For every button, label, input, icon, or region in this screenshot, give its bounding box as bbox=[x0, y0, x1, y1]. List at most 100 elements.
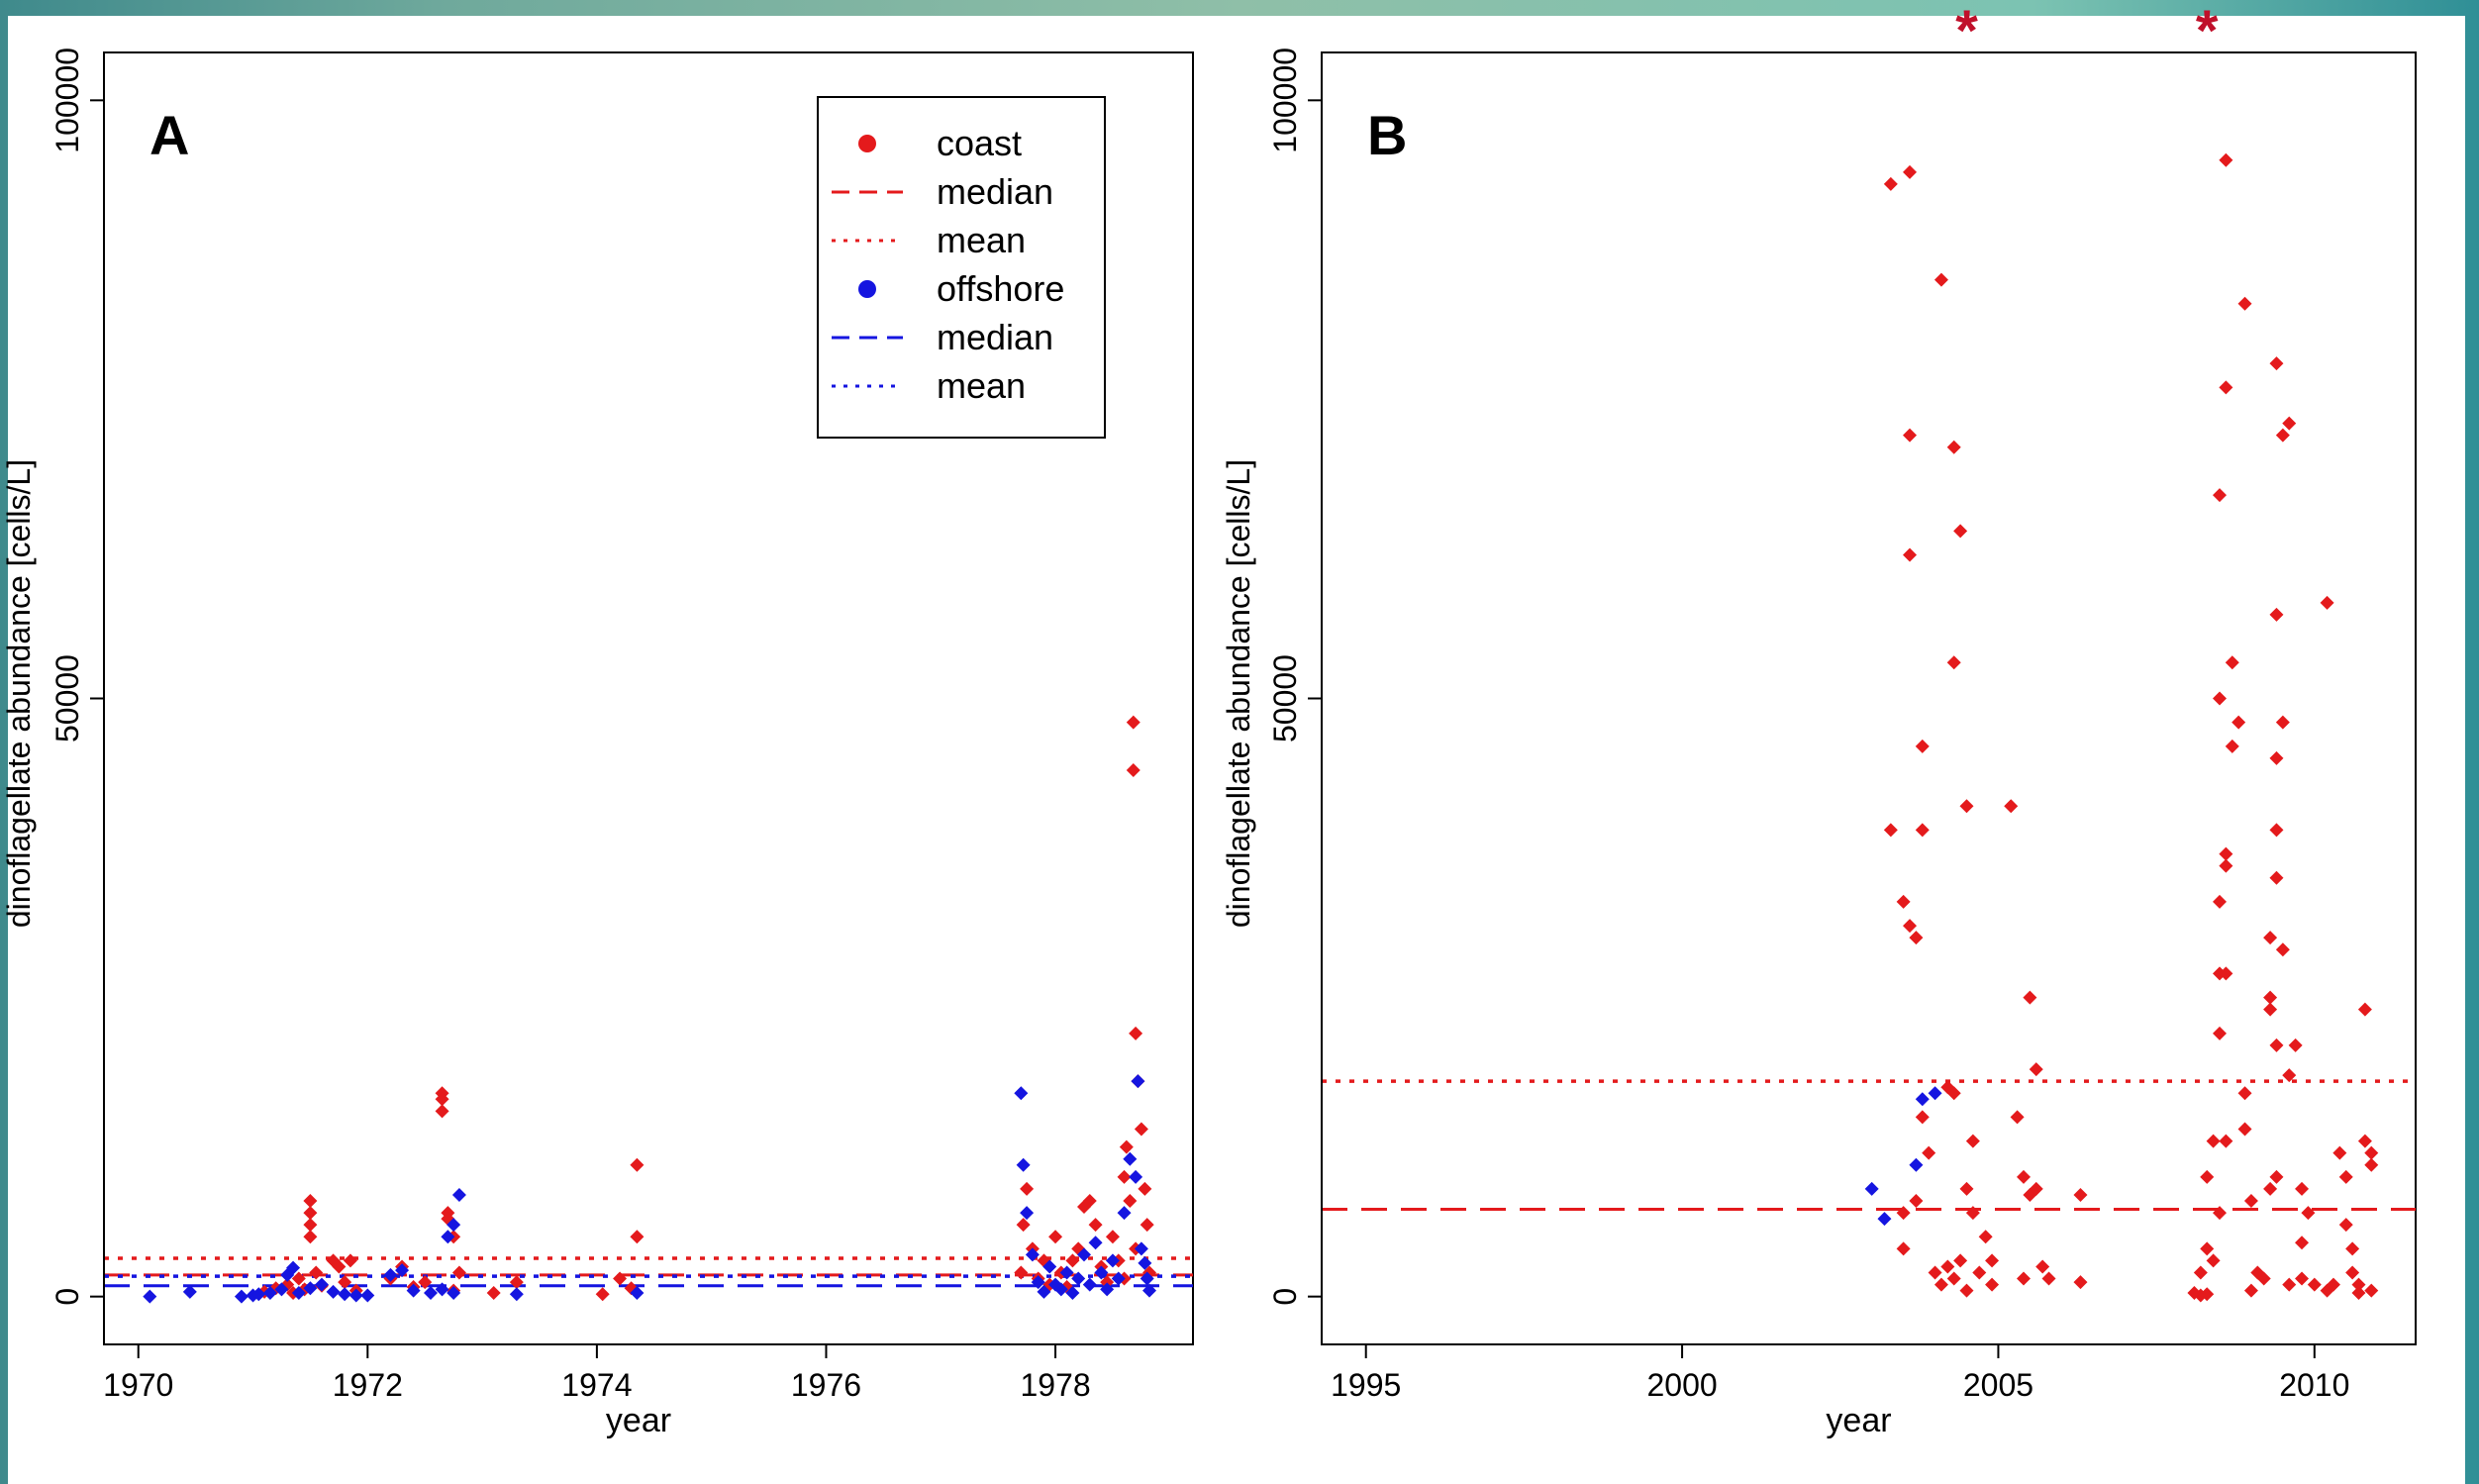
coast-point bbox=[2295, 1236, 2310, 1250]
offshore-point bbox=[1864, 1181, 1879, 1196]
offshore-point bbox=[1111, 1271, 1126, 1286]
coast-point bbox=[451, 1265, 466, 1280]
offshore-point bbox=[1928, 1086, 1942, 1101]
coast-point bbox=[2345, 1241, 2360, 1256]
y-tick-label: 50000 bbox=[1267, 654, 1303, 742]
coast-point bbox=[1903, 428, 1918, 443]
offshore-point bbox=[424, 1286, 438, 1301]
coast-point bbox=[1909, 931, 1924, 945]
coast-point bbox=[2307, 1277, 2322, 1292]
coast-point bbox=[2200, 1169, 2215, 1184]
coast-point bbox=[2263, 990, 2278, 1005]
coast-point bbox=[1928, 1265, 1942, 1280]
coast-point bbox=[291, 1271, 306, 1286]
offshore-point bbox=[251, 1287, 266, 1302]
coast-point bbox=[1946, 1086, 1961, 1101]
x-tick-label: 1976 bbox=[791, 1367, 861, 1403]
coast-point bbox=[2295, 1181, 2310, 1196]
coast-point bbox=[1016, 1218, 1031, 1233]
offshore-point bbox=[1105, 1253, 1120, 1268]
offshore-point bbox=[630, 1286, 645, 1301]
coast-point bbox=[2243, 1283, 2258, 1298]
coast-point bbox=[1985, 1277, 2000, 1292]
coast-point bbox=[1883, 176, 1898, 191]
coast-point bbox=[1953, 1253, 1968, 1268]
offshore-point bbox=[1042, 1259, 1057, 1274]
offshore-point bbox=[451, 1187, 466, 1202]
coast-point bbox=[1014, 1265, 1029, 1280]
coast-point bbox=[2010, 1110, 2025, 1125]
coast-point bbox=[303, 1206, 318, 1221]
coast-point bbox=[2338, 1218, 2353, 1233]
offshore-point bbox=[1094, 1265, 1109, 1280]
offshore-point bbox=[1065, 1286, 1080, 1301]
offshore-point bbox=[1082, 1277, 1097, 1292]
coast-point bbox=[2263, 1002, 2278, 1017]
significance-asterisk: * bbox=[1955, 0, 1978, 63]
coast-point bbox=[1903, 164, 1918, 179]
coast-point bbox=[1915, 823, 1930, 838]
x-tick-label: 1970 bbox=[103, 1367, 173, 1403]
offshore-point bbox=[1059, 1265, 1074, 1280]
offshore-point bbox=[1140, 1271, 1154, 1286]
y-tick-label: 0 bbox=[50, 1288, 85, 1306]
coast-point bbox=[2357, 1134, 2372, 1148]
coast-point bbox=[2004, 799, 2019, 814]
coast-point bbox=[1138, 1181, 1152, 1196]
x-tick-label: 1978 bbox=[1020, 1367, 1090, 1403]
coast-point bbox=[1972, 1265, 1987, 1280]
coast-point bbox=[2035, 1259, 2050, 1274]
coast-point bbox=[2269, 356, 2284, 371]
coast-point bbox=[2326, 1277, 2340, 1292]
coast-point bbox=[1965, 1206, 1980, 1221]
coast-point bbox=[2219, 152, 2233, 167]
legend-label: mean bbox=[937, 365, 1026, 406]
coast-point bbox=[1126, 763, 1140, 777]
legend-label: coast bbox=[937, 123, 1022, 163]
y-axis-label: dinoflagellate abundance [cells/L] bbox=[1, 459, 37, 928]
plot-frame bbox=[1321, 51, 2417, 1345]
coast-point bbox=[2200, 1287, 2215, 1302]
coast-point bbox=[343, 1253, 357, 1268]
coast-point bbox=[1119, 1139, 1134, 1154]
coast-point bbox=[1105, 1230, 1120, 1244]
coast-point bbox=[2237, 296, 2252, 311]
coast-point bbox=[1896, 1206, 1911, 1221]
coast-point bbox=[2231, 715, 2246, 730]
coast-point bbox=[2364, 1283, 2379, 1298]
offshore-point bbox=[348, 1288, 363, 1303]
coast-point bbox=[2212, 488, 2227, 503]
y-tick-label: 50000 bbox=[50, 654, 85, 742]
x-tick-label: 1995 bbox=[1331, 1367, 1401, 1403]
coast-point bbox=[1140, 1218, 1154, 1233]
offshore-point bbox=[1071, 1271, 1086, 1286]
coast-point bbox=[1126, 715, 1140, 730]
coast-point bbox=[2073, 1187, 2088, 1202]
x-tick-label: 2005 bbox=[1963, 1367, 2033, 1403]
coast-point bbox=[2269, 823, 2284, 838]
coast-point bbox=[1117, 1169, 1132, 1184]
coast-point bbox=[2219, 858, 2233, 873]
offshore-point bbox=[143, 1289, 157, 1304]
offshore-point bbox=[1142, 1283, 1156, 1298]
panel-b-background bbox=[1228, 16, 2465, 1484]
offshore-point bbox=[326, 1284, 341, 1299]
coast-point bbox=[2200, 1241, 2215, 1256]
significance-asterisk: * bbox=[2196, 0, 2219, 63]
coast-point bbox=[2269, 607, 2284, 622]
coast-point bbox=[1953, 524, 1968, 539]
offshore-point bbox=[395, 1263, 410, 1278]
coast-point bbox=[2275, 715, 2290, 730]
coast-point bbox=[630, 1157, 645, 1172]
coast-point bbox=[2212, 1206, 2227, 1221]
legend-label: median bbox=[937, 317, 1053, 357]
offshore-point bbox=[1100, 1282, 1115, 1297]
offshore-point bbox=[435, 1282, 449, 1297]
coast-point bbox=[2187, 1286, 2202, 1301]
offshore-point bbox=[1129, 1169, 1143, 1184]
coast-point bbox=[1959, 1283, 1974, 1298]
coast-point bbox=[2275, 942, 2290, 957]
panel-label: B bbox=[1367, 104, 1407, 166]
offshore-point bbox=[360, 1288, 375, 1303]
